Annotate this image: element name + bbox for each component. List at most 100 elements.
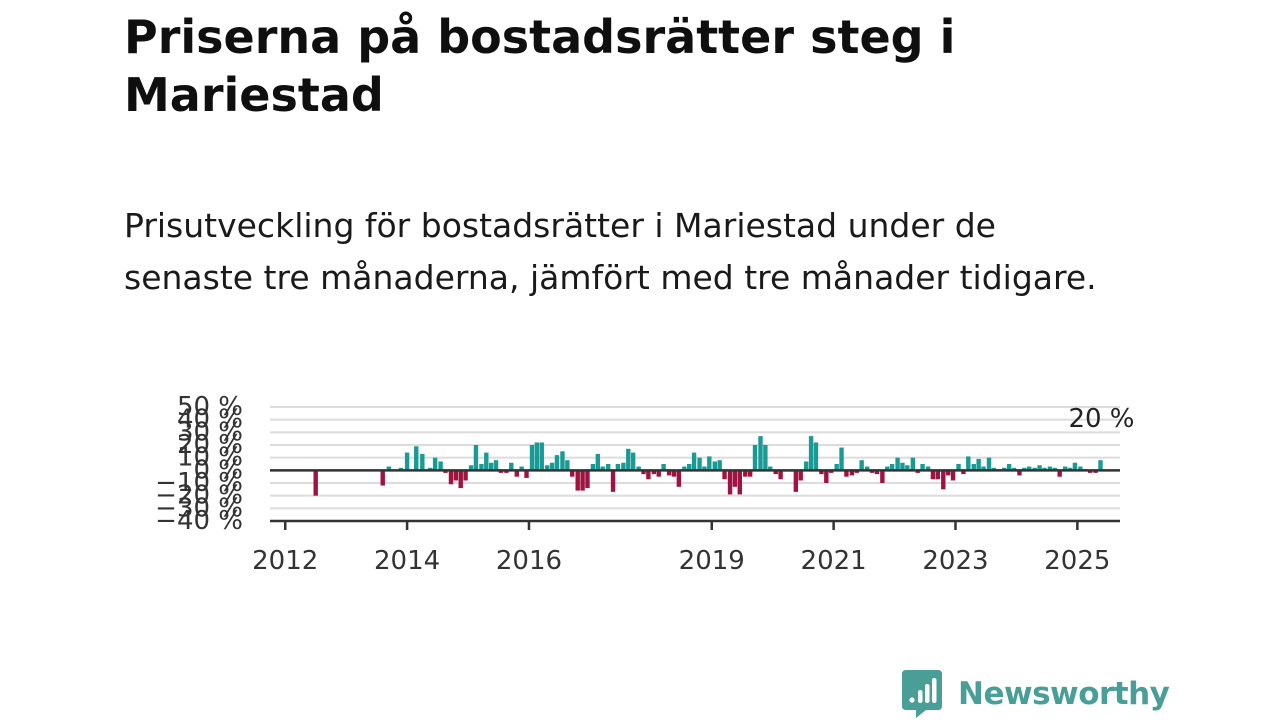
bar (575, 470, 580, 491)
bar (479, 464, 484, 471)
bars (313, 436, 1103, 496)
y-tick-label: 20 % (177, 430, 243, 460)
bar (1087, 470, 1093, 473)
bar (895, 457, 900, 471)
bar (1098, 460, 1103, 471)
bar (509, 462, 514, 471)
bar (313, 470, 318, 496)
bar (834, 464, 839, 471)
bar (671, 470, 677, 477)
bar (935, 470, 941, 480)
bar (570, 470, 575, 477)
bar (656, 470, 661, 477)
bar (438, 461, 443, 471)
bar (661, 464, 666, 471)
bar (519, 466, 524, 471)
bar (554, 455, 560, 471)
bar (386, 466, 392, 471)
bar (432, 457, 438, 471)
y-tick-label: −40 % (155, 506, 243, 536)
bar (889, 464, 895, 471)
bar (539, 442, 544, 471)
bar (605, 464, 611, 471)
bar (443, 470, 448, 473)
bar (758, 436, 763, 471)
bar (737, 470, 742, 495)
bar (682, 466, 687, 471)
bar (1042, 467, 1047, 471)
bar (428, 467, 433, 471)
bar (1027, 466, 1032, 471)
bar (763, 445, 768, 471)
chart-subtitle: Prisutveckling för bostadsrätter i Marie… (124, 206, 1097, 297)
y-tick-label: 50 % (177, 392, 243, 422)
bar (743, 470, 748, 477)
bar (793, 470, 799, 492)
x-tick-label: 2023 (922, 546, 988, 570)
y-tick-label: 0 % (193, 455, 243, 485)
bar (945, 470, 951, 476)
bar (514, 470, 519, 477)
bar (610, 470, 616, 492)
bar (991, 467, 997, 471)
bar (621, 462, 626, 471)
bar (1032, 467, 1037, 471)
bar (727, 470, 733, 495)
y-tick-label: 10 % (177, 443, 243, 473)
bar (941, 470, 946, 490)
bar (859, 460, 864, 471)
bar (1002, 467, 1007, 471)
bar (773, 470, 778, 475)
bar (636, 466, 641, 471)
y-tick-label: 40 % (177, 405, 243, 435)
bar (747, 470, 753, 477)
bar (691, 452, 697, 471)
bar (1062, 466, 1068, 471)
bar (880, 470, 885, 483)
last-value-label: 20 % (1068, 404, 1134, 434)
bar (493, 460, 499, 471)
bar (1006, 464, 1012, 471)
bar (819, 470, 824, 475)
bar (549, 462, 555, 471)
bar (910, 457, 916, 471)
bar (808, 436, 814, 471)
bar (956, 464, 961, 471)
bar (981, 466, 986, 471)
y-tick-label: −20 % (155, 481, 243, 511)
bar (560, 451, 565, 471)
bar (600, 466, 605, 471)
bar (717, 460, 722, 471)
bar (702, 466, 707, 471)
bar (804, 461, 809, 471)
bar (813, 442, 819, 471)
bar (529, 445, 535, 471)
bar (498, 470, 504, 473)
bar (1011, 467, 1017, 471)
bar (854, 470, 859, 473)
bar (950, 470, 956, 481)
bar (707, 456, 712, 471)
axis-labels: 50 %40 %30 %20 %10 %0 %−10 %−20 %−30 %−4… (155, 392, 1134, 570)
bar (651, 470, 657, 475)
bar (1052, 467, 1058, 471)
bar (885, 466, 890, 471)
bar (1057, 470, 1062, 477)
chart-title: Priserna på bostadsrätter steg i Mariest… (124, 10, 956, 122)
bar (585, 470, 590, 489)
brand-logo: Newsworthy (902, 670, 1170, 718)
x-tick-label: 2021 (801, 546, 867, 570)
bar (971, 464, 976, 471)
bar (524, 470, 529, 478)
x-tick-label: 2012 (252, 546, 318, 570)
bar (1017, 470, 1022, 476)
y-tick-label: −10 % (155, 468, 243, 498)
bar (824, 470, 829, 483)
bar (925, 466, 931, 471)
bar (595, 453, 601, 471)
newsworthy-logo-icon (902, 670, 942, 718)
bar (1067, 467, 1073, 471)
bar (473, 445, 479, 471)
bar (986, 457, 992, 471)
bar (676, 470, 682, 487)
